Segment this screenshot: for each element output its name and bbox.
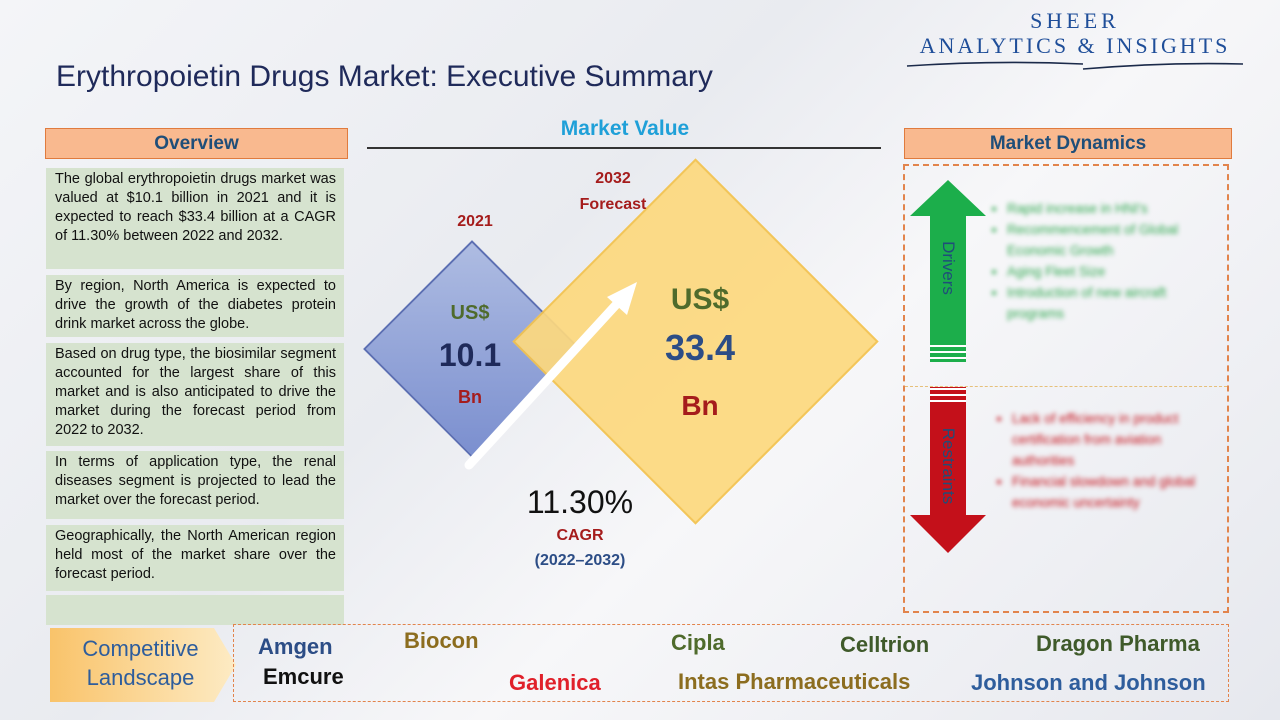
cl-label-line1: Competitive <box>82 636 199 661</box>
company-biocon: Biocon <box>404 628 479 653</box>
cagr-label: CAGR <box>556 527 604 544</box>
competitive-landscape-label: Competitive Landscape <box>58 634 223 692</box>
company-johnson-and-johnson: Johnson and Johnson <box>971 670 1206 695</box>
company-celltrion: Celltrion <box>840 632 930 657</box>
market-dynamics-header: Market Dynamics <box>904 128 1232 159</box>
overview-item-5: Geographically, the North American regio… <box>46 525 344 591</box>
value-2021-unit: Bn <box>458 387 482 407</box>
dynamics-divider <box>905 386 1227 387</box>
drivers-label: Drivers <box>939 241 958 295</box>
driver-item: Rapid increase in HNI's <box>1007 198 1213 219</box>
overview-item-3: Based on drug type, the biosimilar segme… <box>46 343 344 446</box>
cagr-value: 11.30% <box>526 484 634 520</box>
restraints-list: Lack of efficiency in product certificat… <box>998 408 1218 513</box>
company-intas-pharmaceuticals: Intas Pharmaceuticals <box>678 669 911 694</box>
company-emcure: Emcure <box>263 664 344 689</box>
value-2021-amount: 10.1 <box>438 337 502 373</box>
company-dragon-pharma: Dragon Pharma <box>1036 631 1200 656</box>
company-amgen: Amgen <box>258 634 333 659</box>
logo-line2: ANALYTICS & INSIGHTS <box>919 33 1231 58</box>
overview-item-4: In terms of application type, the renal … <box>46 451 344 519</box>
overview-header: Overview <box>45 128 348 159</box>
value-2021-currency: US$ <box>450 302 490 324</box>
year-2032-label: 2032 <box>595 170 631 187</box>
year-2021-label: 2021 <box>457 213 493 230</box>
drivers-arrow-icon <box>910 180 986 362</box>
competitive-landscape-chevron <box>50 628 236 702</box>
company-cipla: Cipla <box>671 630 725 655</box>
companies-panel <box>233 624 1229 702</box>
driver-item: Introduction of new aircraft programs <box>1007 282 1213 324</box>
restraints-label: Restraints <box>939 427 958 505</box>
value-2032-amount: 33.4 <box>664 327 736 368</box>
growth-arrow-icon <box>464 282 637 470</box>
driver-item: Recommencement of Global Economic Growth <box>1007 219 1213 261</box>
cagr-period: (2022–2032) <box>534 552 626 569</box>
logo-line1: SHEER <box>1030 8 1120 33</box>
overview-item-2: By region, North America is expected to … <box>46 275 344 337</box>
company-galenica: Galenica <box>509 670 601 695</box>
overview-item-6 <box>46 595 344 625</box>
driver-item: Aging Fleet Size <box>1007 261 1213 282</box>
cl-label-line2: Landscape <box>86 665 195 690</box>
page-title: Erythropoietin Drugs Market: Executive S… <box>56 60 713 93</box>
market-dynamics-panel <box>903 164 1229 613</box>
value-2032-currency: US$ <box>670 283 730 316</box>
restraint-item: Financial slowdown and global economic u… <box>1012 471 1218 513</box>
logo-swoosh <box>906 61 1244 70</box>
market-value-header: Market Value <box>560 117 690 140</box>
forecast-label: Forecast <box>579 196 647 213</box>
drivers-list: Rapid increase in HNI's Recommencement o… <box>993 198 1213 324</box>
market-value-rule <box>367 147 881 149</box>
overview-item-1: The global erythropoietin drugs market w… <box>46 168 344 269</box>
restraints-arrow-icon <box>910 387 986 553</box>
value-2032-unit: Bn <box>681 390 719 421</box>
restraint-item: Lack of efficiency in product certificat… <box>1012 408 1218 471</box>
